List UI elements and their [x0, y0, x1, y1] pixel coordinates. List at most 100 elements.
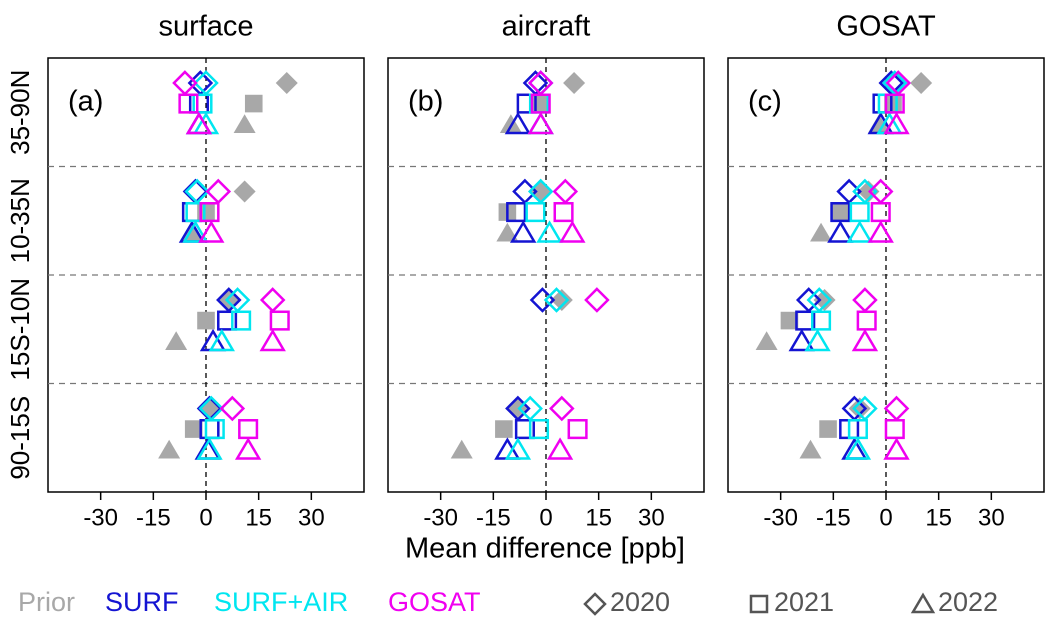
marker: [788, 328, 815, 352]
marker: [529, 180, 552, 203]
marker: [525, 202, 546, 223]
legend-entry: SURF: [105, 587, 179, 617]
marker: [528, 419, 550, 440]
marker: [197, 311, 215, 330]
marker: [244, 94, 263, 113]
marker: [516, 93, 537, 114]
marker: [450, 439, 473, 459]
x-tick-label: 15: [925, 504, 952, 531]
marker: [849, 202, 870, 223]
marker: [810, 310, 832, 331]
legend-entry: SURF+AIR: [214, 587, 348, 617]
x-tick-label: -30: [83, 504, 118, 531]
marker: [178, 93, 199, 114]
marker: [259, 328, 286, 352]
x-tick-label: -30: [423, 504, 458, 531]
marker: [199, 202, 220, 223]
x-tick-label: 0: [539, 504, 552, 531]
marker: [567, 419, 588, 440]
marker: [563, 71, 586, 94]
panel-title: surface: [158, 11, 253, 43]
marker: [158, 439, 181, 459]
marker: [856, 310, 877, 331]
marker: [844, 437, 872, 460]
x-tick-label: -15: [136, 504, 171, 531]
marker: [795, 310, 816, 331]
marker: [509, 220, 537, 243]
row-label: 35-90N: [5, 70, 35, 155]
marker: [546, 437, 574, 460]
row-label: 15S-10N: [5, 278, 35, 381]
x-tick-label: 15: [585, 504, 612, 531]
legend-entry: GOSAT: [388, 587, 481, 617]
marker: [514, 419, 535, 440]
x-tick-label: 15: [245, 504, 272, 531]
panel-label: (b): [408, 86, 443, 118]
marker: [205, 178, 232, 205]
marker: [810, 222, 833, 242]
marker: [182, 220, 209, 243]
marker: [231, 310, 252, 331]
marker: [550, 288, 573, 311]
marker: [799, 439, 822, 459]
marker: [846, 220, 873, 243]
panel-title: aircraft: [502, 11, 591, 43]
marker: [852, 287, 878, 313]
marker: [552, 178, 579, 205]
marker: [527, 111, 554, 135]
marker: [238, 419, 259, 440]
marker: [584, 287, 610, 313]
marker: [269, 310, 290, 331]
marker: [813, 288, 836, 311]
legend-entry: Prior: [18, 587, 75, 617]
marker: [883, 111, 910, 135]
marker: [219, 395, 246, 422]
marker: [884, 419, 905, 440]
x-tick-label: 30: [298, 504, 325, 531]
marker: [553, 202, 574, 223]
marker: [529, 287, 556, 313]
marker: [851, 328, 879, 352]
x-tick-label: 0: [879, 504, 892, 531]
marker: [504, 437, 532, 460]
legend-marker: [910, 592, 936, 614]
marker: [196, 437, 223, 460]
marker: [848, 397, 871, 420]
panel-label: (c): [748, 86, 782, 118]
marker: [549, 395, 575, 422]
marker: [198, 220, 225, 243]
marker: [804, 328, 831, 352]
marker: [819, 420, 837, 438]
marker: [496, 222, 519, 242]
marker: [910, 71, 933, 94]
x-axis-label: Mean difference [ppb]: [405, 533, 685, 565]
marker: [836, 178, 862, 205]
legend-marker: [583, 592, 607, 616]
legend-year: 2022: [938, 587, 998, 617]
x-tick-label: -30: [763, 504, 798, 531]
marker: [755, 331, 778, 350]
marker: [495, 420, 513, 438]
marker: [234, 437, 262, 460]
marker: [536, 220, 563, 243]
marker: [204, 419, 225, 440]
marker: [499, 114, 522, 133]
row-label: 10-35N: [5, 178, 35, 263]
marker: [275, 71, 298, 94]
marker: [192, 93, 213, 114]
marker: [184, 420, 203, 438]
marker: [543, 287, 570, 313]
marker: [165, 331, 188, 350]
x-tick-label: 0: [199, 504, 212, 531]
marker: [506, 202, 527, 223]
marker: [831, 203, 850, 221]
legend-year: 2021: [774, 587, 834, 617]
marker: [208, 328, 235, 352]
marker: [185, 111, 213, 135]
marker: [199, 419, 220, 440]
marker: [504, 111, 532, 135]
marker: [233, 180, 256, 203]
x-tick-label: -15: [816, 504, 851, 531]
marker: [780, 311, 799, 330]
